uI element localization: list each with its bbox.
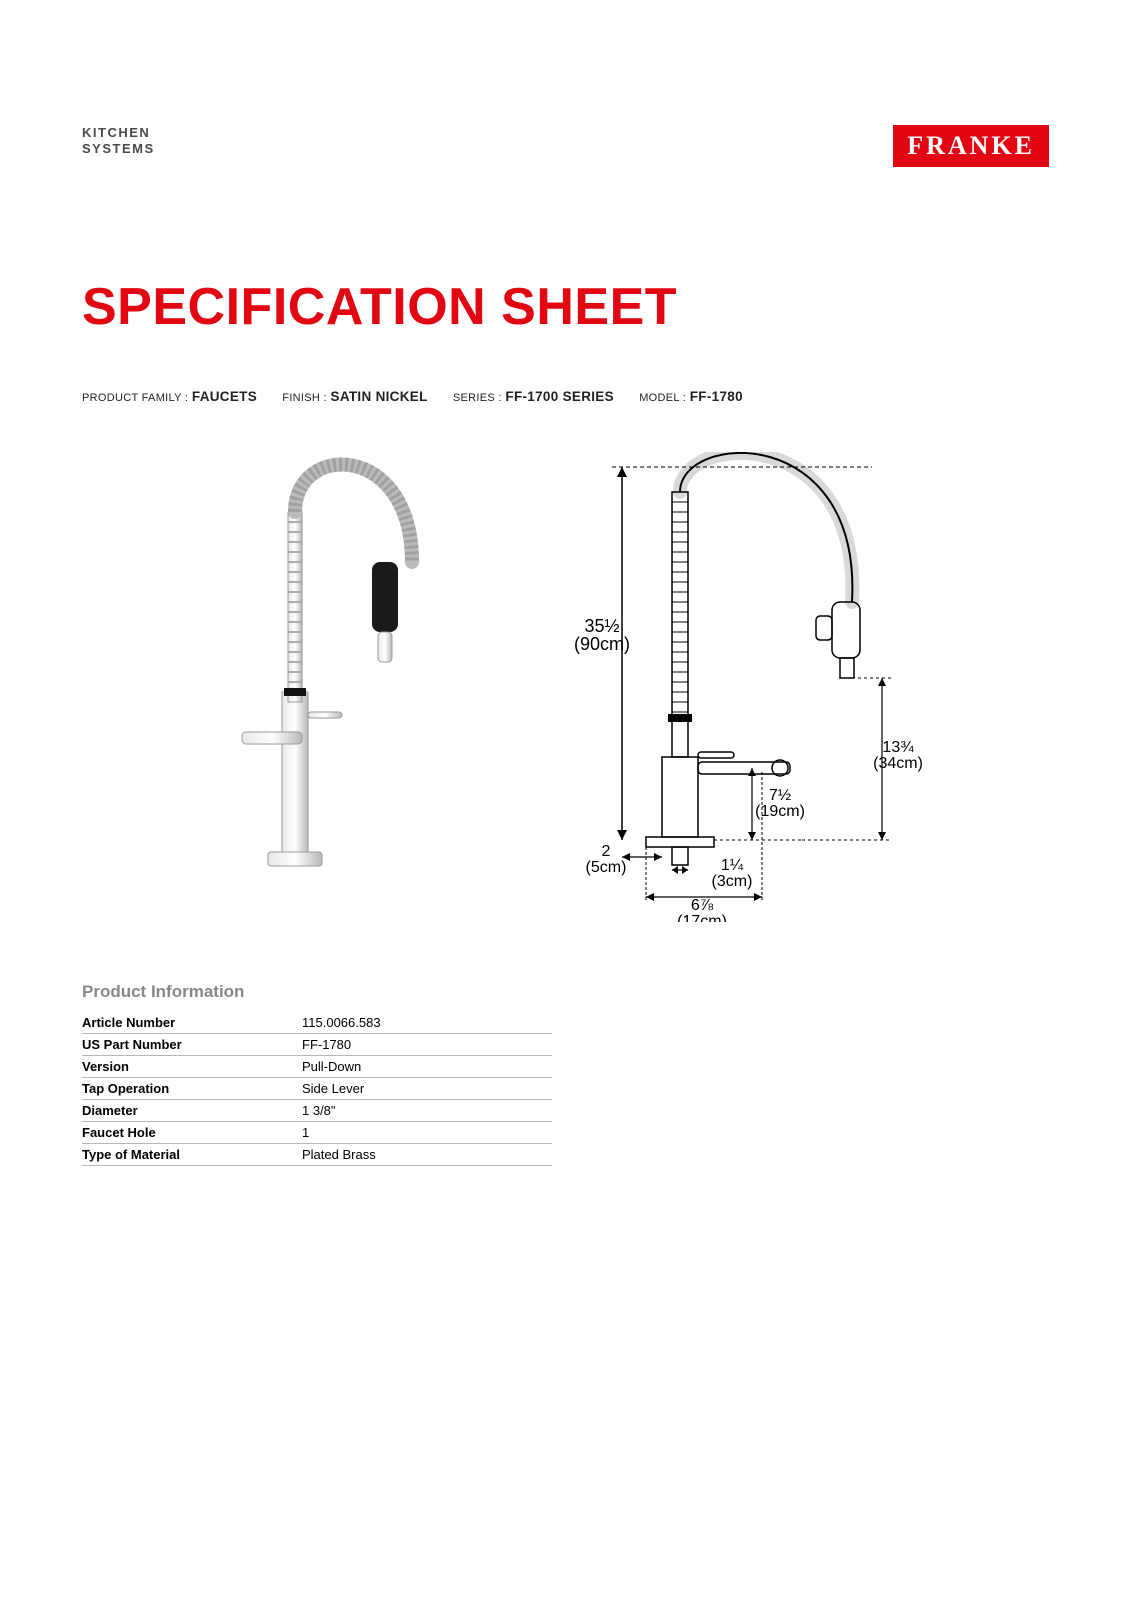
family-label: PRODUCT FAMILY : (82, 392, 188, 404)
header: KITCHEN SYSTEMS FRANKE (82, 125, 1049, 167)
info-value: Plated Brass (302, 1144, 552, 1166)
info-key: Article Number (82, 1012, 302, 1034)
product-photo (182, 452, 462, 882)
dim-reach-in: 13¾ (882, 739, 914, 756)
table-row: VersionPull-Down (82, 1056, 552, 1078)
brand-text: FRANKE (907, 131, 1035, 160)
series-value: FF-1700 SERIES (505, 389, 614, 404)
info-key: US Part Number (82, 1034, 302, 1056)
dim-height-cm: (90cm) (574, 634, 630, 654)
info-key: Faucet Hole (82, 1122, 302, 1144)
dimension-drawing: 35½ (90cm) (562, 452, 922, 922)
model-value: FF-1780 (690, 389, 743, 404)
info-value: 1 3/8" (302, 1100, 552, 1122)
family-value: FAUCETS (192, 389, 257, 404)
dept-line-2: SYSTEMS (82, 141, 155, 156)
table-row: US Part NumberFF-1780 (82, 1034, 552, 1056)
dept-label: KITCHEN SYSTEMS (82, 125, 155, 156)
series-label: SERIES : (453, 392, 502, 404)
dept-line-1: KITCHEN (82, 125, 150, 140)
dim-base-offset-cm: (5cm) (586, 859, 627, 876)
meta-line: PRODUCT FAMILY : FAUCETS FINISH : SATIN … (82, 389, 1049, 404)
dim-height-in: 35½ (584, 616, 619, 636)
table-row: Tap OperationSide Lever (82, 1078, 552, 1100)
info-value: 1 (302, 1122, 552, 1144)
dim-hole-cm: (3cm) (712, 873, 753, 890)
dim-reach-cm: (34cm) (873, 755, 922, 772)
info-value: Side Lever (302, 1078, 552, 1100)
brand-logo: FRANKE (893, 125, 1049, 167)
finish-label: FINISH : (282, 392, 327, 404)
dim-spout-h-cm: (19cm) (755, 803, 805, 820)
table-row: Faucet Hole1 (82, 1122, 552, 1144)
section-title: Product Information (82, 982, 1049, 1002)
info-value: FF-1780 (302, 1034, 552, 1056)
dim-base-offset-in: 2 (602, 843, 611, 860)
table-row: Article Number115.0066.583 (82, 1012, 552, 1034)
dim-base-w-in: 6⅞ (691, 897, 714, 914)
table-row: Diameter1 3/8" (82, 1100, 552, 1122)
info-key: Tap Operation (82, 1078, 302, 1100)
model-label: MODEL : (639, 392, 686, 404)
info-key: Type of Material (82, 1144, 302, 1166)
images-row: 35½ (90cm) (82, 452, 1049, 922)
dim-base-w-cm: (17cm) (677, 913, 727, 922)
page-title: SPECIFICATION SHEET (82, 277, 1049, 337)
dim-spout-h-in: 7½ (769, 787, 791, 804)
info-table: Article Number115.0066.583US Part Number… (82, 1012, 552, 1166)
info-value: Pull-Down (302, 1056, 552, 1078)
dim-hole-in: 1¼ (721, 857, 744, 874)
info-key: Version (82, 1056, 302, 1078)
info-value: 115.0066.583 (302, 1012, 552, 1034)
table-row: Type of MaterialPlated Brass (82, 1144, 552, 1166)
info-key: Diameter (82, 1100, 302, 1122)
finish-value: SATIN NICKEL (331, 389, 428, 404)
